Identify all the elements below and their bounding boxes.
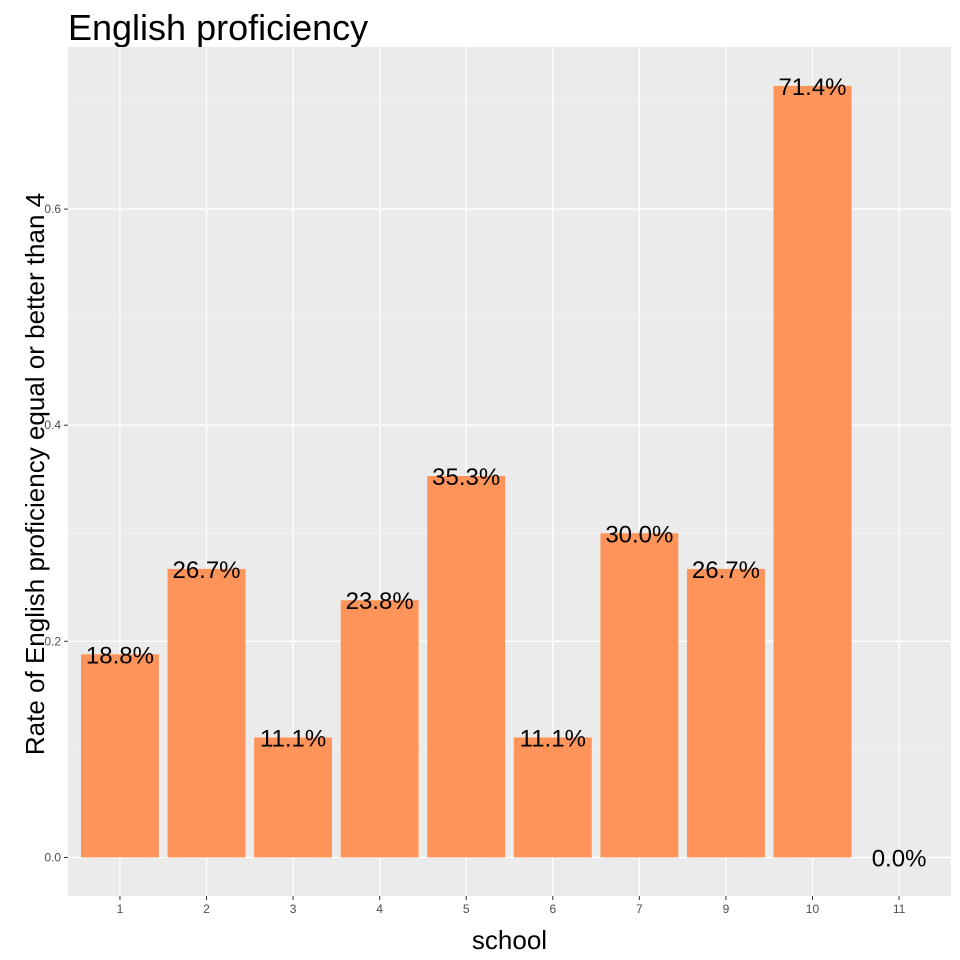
bar [80,654,159,858]
x-tick-label: 6 [549,902,556,916]
bars [80,85,852,858]
y-tick-label: 0.2 [44,634,61,648]
chart-title: English proficiency [68,7,368,48]
x-tick-label: 5 [463,902,470,916]
bar-data-label: 30.0% [605,521,673,548]
bar [600,533,679,858]
x-tick-label: 2 [203,902,210,916]
bar-data-label: 18.8% [86,642,154,669]
x-tick-label: 9 [723,902,730,916]
x-axis-title: school [472,925,547,955]
bar [340,600,419,858]
bar [513,737,592,858]
bar-data-label: 23.8% [346,588,414,615]
x-tick-label: 1 [117,902,124,916]
bar-data-label: 26.7% [172,557,240,584]
bar [167,568,246,858]
bar [773,85,852,858]
y-axis-title: Rate of English proficiency equal or bet… [20,193,50,755]
x-tick-label: 4 [376,902,383,916]
y-tick-label: 0.6 [44,202,61,216]
bar-data-label: 26.7% [692,557,760,584]
x-tick-label: 11 [893,902,906,916]
bar-data-label: 11.1% [260,725,326,752]
bar-data-label: 35.3% [432,464,500,491]
bar-data-label: 11.1% [520,725,586,752]
bar-data-labels: 18.8% 26.7% 11.1% 23.8% 35.3% 11.1% 30.0% 26.7%… [86,74,927,873]
y-axis: 0.0 0.2 0.4 0.6 [44,202,68,864]
bar [686,568,765,858]
x-tick-label: 3 [290,902,297,916]
y-tick-label: 0.0 [44,850,61,864]
bar-data-label: 0.0% [872,845,927,872]
x-tick-label: 7 [636,902,643,916]
bar [427,475,506,858]
y-tick-label: 0.4 [44,418,61,432]
bar [254,737,333,858]
bar-data-label: 71.4% [778,74,846,101]
x-axis: 1 2 3 4 5 6 7 9 10 11 [117,896,906,916]
x-tick-label: 10 [806,902,820,916]
